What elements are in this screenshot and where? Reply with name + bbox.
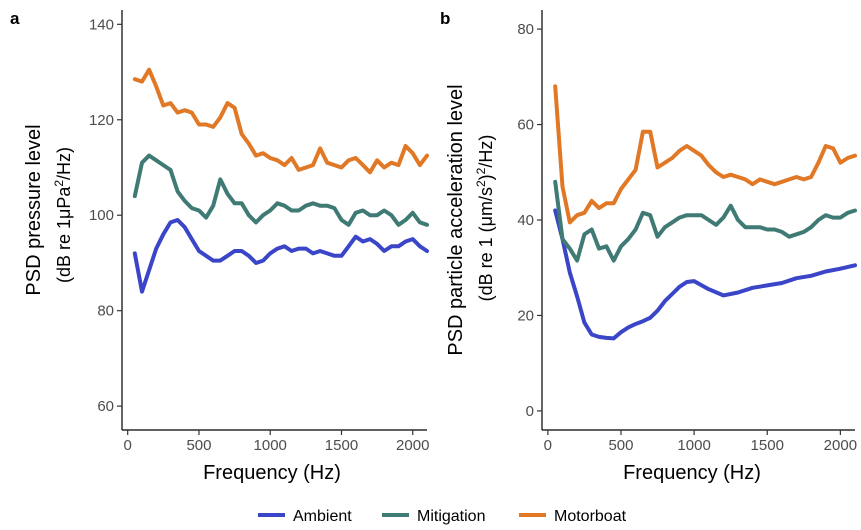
y-axis-title-a-line2: (dB re 1μPa2/Hz) bbox=[52, 147, 74, 283]
series-line-mitigation-b bbox=[553, 179, 857, 263]
x-tick-label-b: 1500 bbox=[751, 437, 784, 454]
y-axis-title-b-prefix: (dB re 1 (μm/s bbox=[476, 187, 496, 301]
y-axis-title-b-sup: 2 bbox=[474, 180, 488, 187]
series-line-motorboat-b bbox=[553, 84, 857, 225]
legend-label-motorboat: Motorboat bbox=[554, 508, 627, 525]
x-tick-label-a: 1000 bbox=[254, 437, 287, 454]
y-axis-title-a-prefix: (dB re 1 bbox=[54, 219, 74, 283]
y-tick-label-b: 20 bbox=[517, 307, 534, 324]
y-axis-title-b-line2: (dB re 1 (μm/s2)2/Hz) bbox=[474, 135, 496, 302]
series-line-ambient-b bbox=[553, 208, 857, 341]
y-axis-title-b-mid: ) bbox=[476, 174, 496, 180]
legend-label-ambient: Ambient bbox=[293, 508, 352, 525]
x-tick-label-a: 500 bbox=[186, 437, 211, 454]
y-axis-title-b-line1: PSD particle acceleration level bbox=[445, 84, 467, 355]
y-tick-label-a: 80 bbox=[97, 303, 114, 320]
y-tick-label-a: 100 bbox=[89, 207, 114, 224]
y-axis-title-a-sup: 2 bbox=[52, 180, 66, 187]
x-tick-label-b: 500 bbox=[608, 437, 633, 454]
y-axis-title-b-sup2: 2 bbox=[474, 167, 488, 174]
legend-label-mitigation: Mitigation bbox=[417, 508, 485, 525]
x-tick-label-b: 1000 bbox=[677, 437, 710, 454]
y-tick-label-b: 0 bbox=[526, 403, 534, 420]
panel-a: a 60 80 100 120 140 0 500 1000 1500 2000 Frequenc… bbox=[10, 9, 429, 484]
y-axis-title-b-suffix: /Hz) bbox=[476, 135, 496, 168]
y-axis-title-a-unit: μPa bbox=[54, 186, 74, 219]
x-tick-label-b: 2000 bbox=[824, 437, 857, 454]
panel-tag-b: b bbox=[440, 9, 450, 28]
y-tick-label-b: 40 bbox=[517, 212, 534, 229]
y-axis-title-a-suffix: /Hz) bbox=[54, 147, 74, 180]
x-tick-label-b: 0 bbox=[544, 437, 552, 454]
y-tick-label-b: 80 bbox=[517, 21, 534, 38]
x-axis-title-b: Frequency (Hz) bbox=[623, 462, 761, 484]
legend: Ambient Mitigation Motorboat bbox=[258, 508, 627, 525]
y-axis-title-a-line1: PSD pressure level bbox=[23, 124, 45, 295]
plot-area-a: 60 80 100 120 140 0 500 1000 1500 2000 bbox=[89, 10, 429, 454]
x-tick-label-a: 0 bbox=[124, 437, 132, 454]
panel-tag-a: a bbox=[10, 9, 20, 28]
x-tick-label-a: 2000 bbox=[396, 437, 429, 454]
x-tick-label-a: 1500 bbox=[325, 437, 358, 454]
series-line-ambient-a bbox=[132, 218, 429, 294]
x-axis-title-a: Frequency (Hz) bbox=[203, 462, 341, 484]
panel-b: b 0 20 40 60 80 0 500 1000 1500 2000 Frequency (H… bbox=[440, 9, 857, 484]
series-line-mitigation-a bbox=[132, 153, 429, 227]
y-tick-label-b: 60 bbox=[517, 117, 534, 134]
y-tick-label-a: 140 bbox=[89, 16, 114, 33]
series-line-motorboat-a bbox=[132, 67, 429, 175]
plot-area-b: 0 20 40 60 80 0 500 1000 1500 2000 bbox=[517, 10, 857, 454]
y-tick-label-a: 120 bbox=[89, 112, 114, 129]
y-tick-label-a: 60 bbox=[97, 398, 114, 415]
